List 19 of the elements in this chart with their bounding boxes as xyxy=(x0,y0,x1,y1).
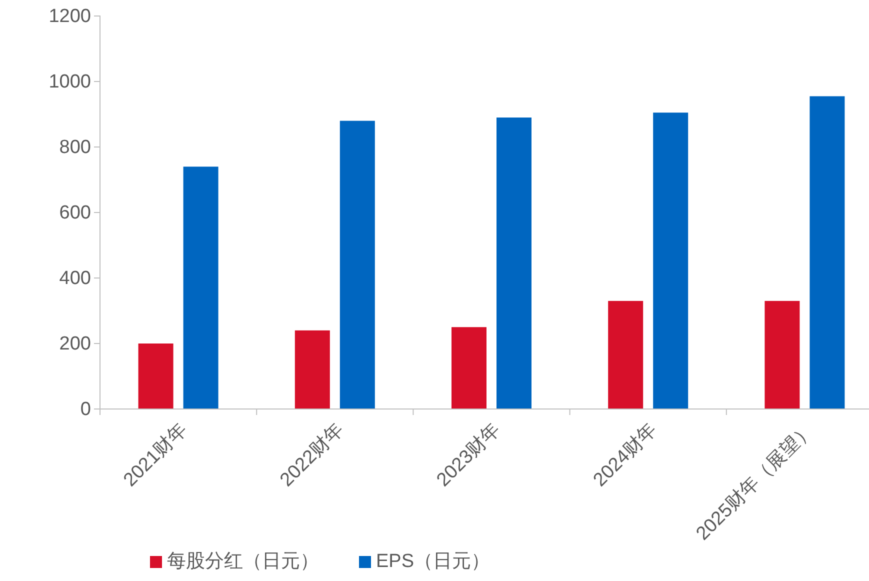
y-tick-label: 0 xyxy=(80,399,91,420)
y-tick-label: 1200 xyxy=(48,6,91,28)
bar xyxy=(452,327,486,409)
y-tick-label: 600 xyxy=(59,202,91,224)
y-tick-label: 200 xyxy=(59,334,91,355)
bar xyxy=(496,118,532,409)
bar xyxy=(340,120,375,409)
legend-label: 每股分红（日元） xyxy=(167,551,319,572)
bar xyxy=(764,300,800,409)
y-tick-label: 1000 xyxy=(48,72,91,93)
y-tick-label: 800 xyxy=(59,137,91,158)
bar xyxy=(653,112,688,409)
bar xyxy=(608,300,644,409)
bar xyxy=(138,344,174,409)
bar xyxy=(810,96,845,409)
legend-label: EPS（日元） xyxy=(376,551,490,572)
bar xyxy=(183,166,218,409)
bar xyxy=(294,330,330,409)
y-tick-label: 400 xyxy=(59,268,91,290)
